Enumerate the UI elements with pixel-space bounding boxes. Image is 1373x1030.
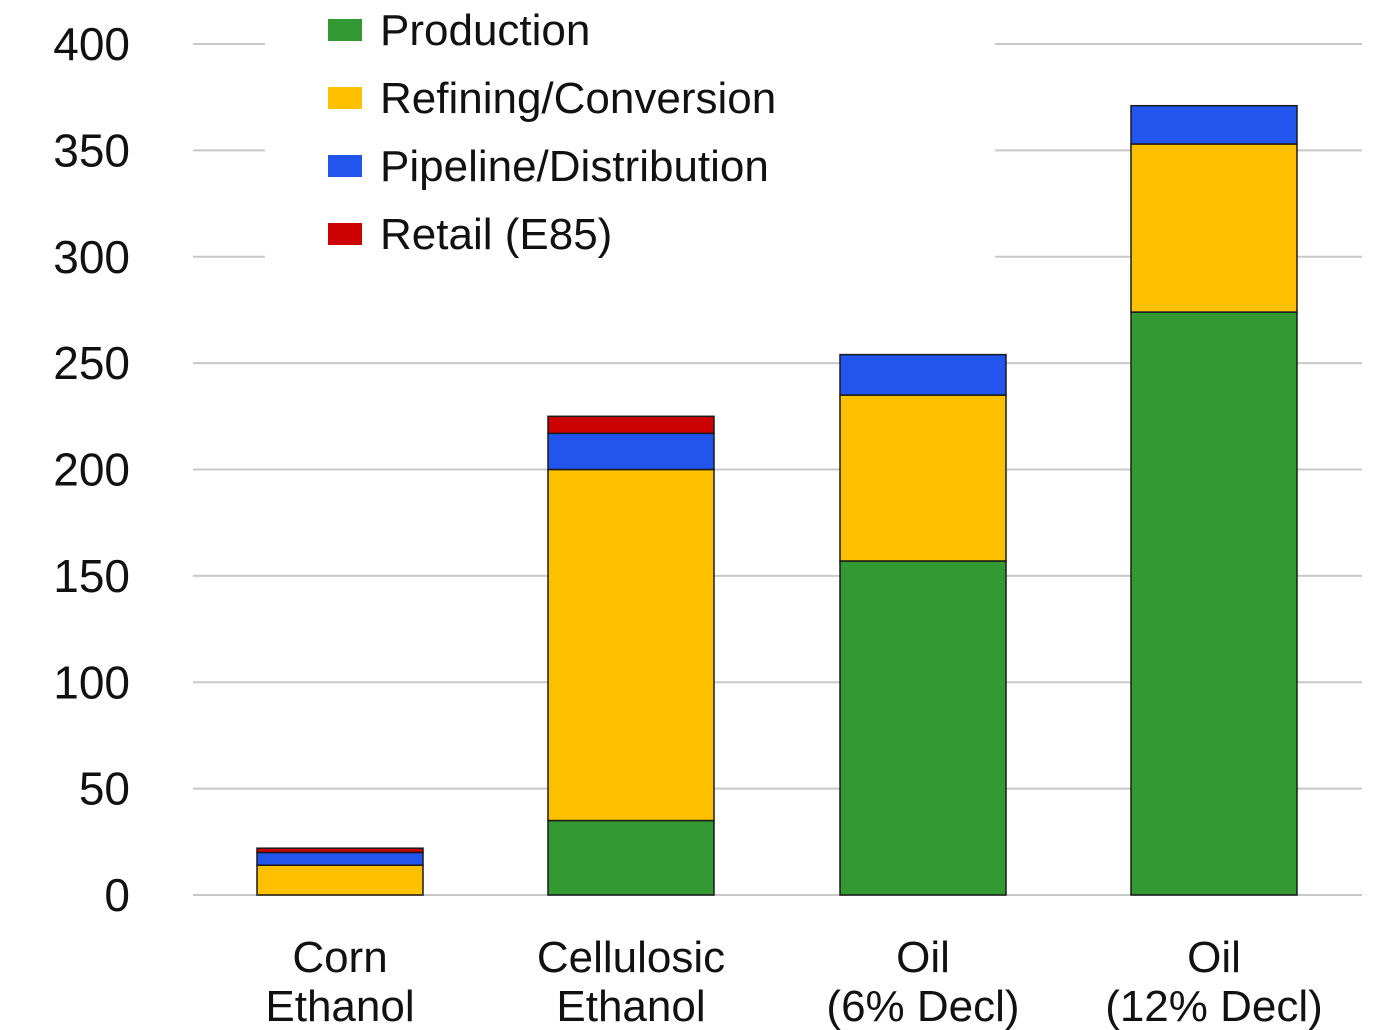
x-category-label: Oil: [896, 933, 950, 982]
legend-label: Refining/Conversion: [380, 74, 776, 123]
bar-segment-2-production: [547, 819, 715, 896]
bar-segment-1-refining-conversion: [256, 864, 424, 896]
bar-segment-2-pipeline-distribution: [547, 432, 715, 471]
legend-label: Production: [380, 6, 590, 55]
x-category-label: (6% Decl): [826, 982, 1019, 1030]
x-category-label: Corn: [292, 933, 387, 982]
bar-segment-3-refining-conversion: [839, 394, 1007, 562]
y-tick-label: 0: [104, 869, 130, 921]
legend-label: Pipeline/Distribution: [380, 142, 769, 191]
bar-segment-4-production: [1130, 311, 1298, 896]
bar-segment-1-pipeline-distribution: [256, 851, 424, 866]
bar-segment-1-retail-e85: [256, 847, 424, 854]
y-tick-label: 150: [53, 550, 130, 602]
bar-segment-3-production: [839, 560, 1007, 896]
x-category-label: Oil: [1187, 933, 1241, 982]
x-category-label: (12% Decl): [1105, 982, 1323, 1030]
y-tick-label: 400: [53, 18, 130, 70]
bars: [256, 104, 1298, 896]
x-category-label: Cellulosic: [537, 933, 725, 982]
legend-swatch: [328, 223, 362, 245]
legend: Production Refining/Conversion Pipeline/Di…: [265, 0, 995, 270]
x-category-label: Ethanol: [265, 982, 414, 1030]
bar-segment-2-refining-conversion: [547, 468, 715, 822]
legend-swatch: [328, 19, 362, 41]
legend-background: [265, 0, 995, 270]
legend-swatch: [328, 155, 362, 177]
y-axis: 0 50 100 150 200 250 300 350 400: [53, 18, 130, 921]
legend-label: Retail (E85): [380, 210, 612, 259]
bar-segment-3-pipeline-distribution: [839, 353, 1007, 396]
y-tick-label: 200: [53, 444, 130, 496]
y-tick-label: 50: [79, 763, 130, 815]
bar-segment-4-refining-conversion: [1130, 143, 1298, 313]
x-category-label: Ethanol: [556, 982, 705, 1030]
y-tick-label: 350: [53, 124, 130, 176]
y-tick-label: 100: [53, 656, 130, 708]
bar-segment-2-retail-e85: [547, 415, 715, 435]
y-tick-label: 250: [53, 337, 130, 389]
bar-segment-4-pipeline-distribution: [1130, 104, 1298, 145]
legend-swatch: [328, 87, 362, 109]
y-tick-label: 300: [53, 231, 130, 283]
